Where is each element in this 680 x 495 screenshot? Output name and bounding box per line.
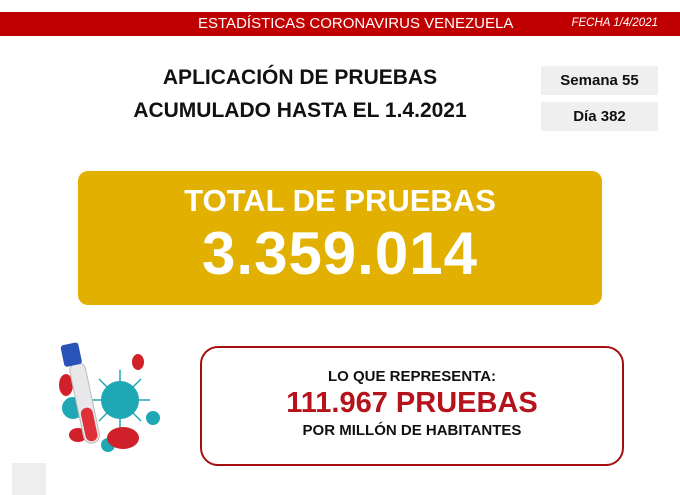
total-tests-panel: TOTAL DE PRUEBAS 3.359.014 bbox=[78, 171, 602, 305]
corner-placeholder bbox=[12, 463, 46, 495]
per-million-suffix: POR MILLÓN DE HABITANTES bbox=[302, 422, 522, 439]
header-date: FECHA 1/4/2021 bbox=[571, 17, 658, 29]
per-million-value: 111.967 PRUEBAS bbox=[286, 387, 538, 419]
test-tube-virus-icon bbox=[59, 342, 160, 452]
per-million-intro: LO QUE REPRESENTA: bbox=[327, 368, 497, 385]
total-label: TOTAL DE PRUEBAS bbox=[184, 183, 496, 218]
day-badge: Día 382 bbox=[541, 102, 658, 131]
total-value: 3.359.014 bbox=[202, 220, 478, 287]
per-million-panel: LO QUE REPRESENTA: 111.967 PRUEBAS POR M… bbox=[200, 346, 624, 466]
header-title: ESTADÍSTICAS CORONAVIRUS VENEZUELA bbox=[198, 15, 514, 32]
page-title-line1: APLICACIÓN DE PRUEBAS bbox=[162, 66, 438, 89]
header-banner: ESTADÍSTICAS CORONAVIRUS VENEZUELA FECHA… bbox=[0, 12, 680, 36]
page-title-line2: ACUMULADO HASTA EL 1.4.2021 bbox=[133, 99, 467, 122]
week-badge: Semana 55 bbox=[541, 66, 658, 95]
